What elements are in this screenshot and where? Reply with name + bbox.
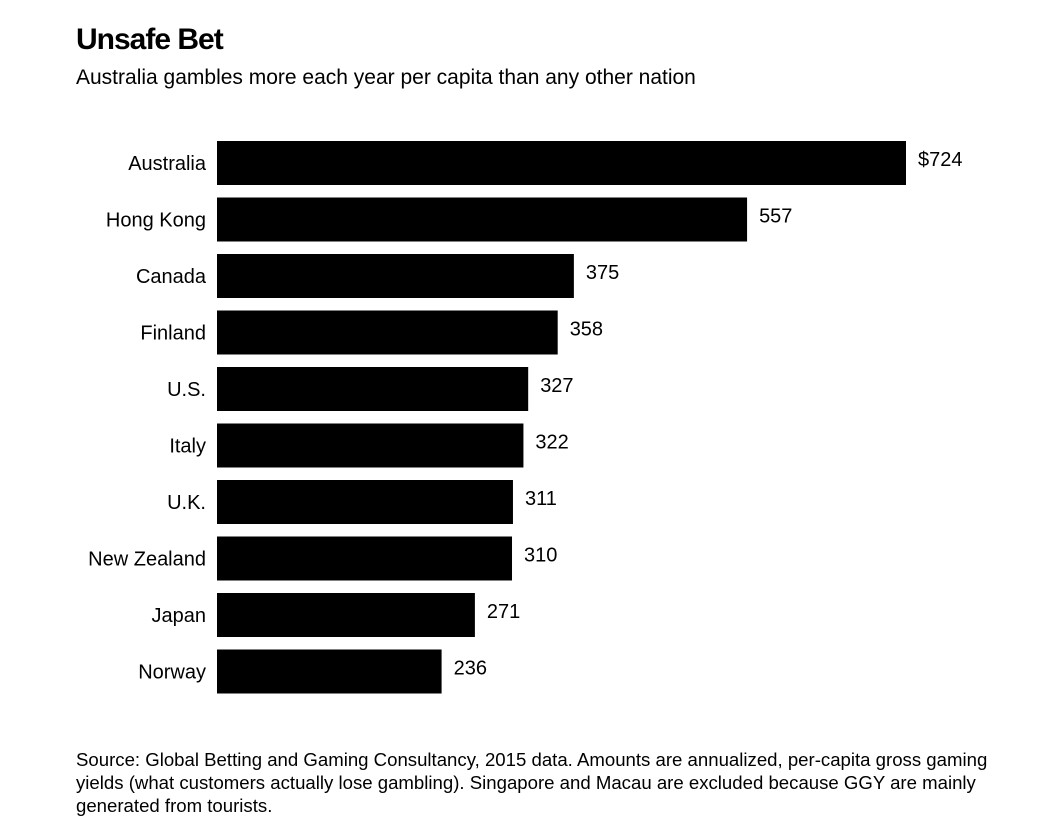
value-label: 311	[525, 488, 557, 510]
value-label: 322	[535, 432, 568, 454]
bar	[217, 593, 475, 637]
value-label: 327	[540, 375, 573, 397]
category-label: U.K.	[167, 492, 206, 514]
bar	[217, 197, 748, 242]
chart-subtitle: Australia gambles more each year per cap…	[76, 66, 696, 89]
chart-title: Unsafe Bet	[76, 23, 224, 56]
value-label: $724	[918, 149, 963, 171]
category-label: Hong Kong	[106, 210, 206, 232]
value-label: 375	[586, 262, 619, 284]
category-label: Norway	[138, 662, 206, 684]
category-label: Italy	[169, 436, 206, 458]
value-label: 310	[524, 545, 557, 567]
category-label: Canada	[136, 266, 207, 288]
bar	[217, 649, 442, 694]
value-label: 557	[759, 206, 792, 228]
category-label: Japan	[152, 605, 207, 627]
bar	[217, 310, 558, 355]
source-note: Source: Global Betting and Gaming Consul…	[76, 749, 988, 816]
bar	[217, 423, 524, 468]
value-label: 271	[487, 601, 520, 623]
value-label: 358	[570, 319, 603, 341]
category-label: Finland	[140, 323, 206, 345]
bar	[217, 480, 513, 524]
bar	[217, 141, 906, 185]
bar	[217, 536, 513, 581]
category-label: Australia	[128, 153, 207, 175]
category-label: New Zealand	[88, 549, 206, 571]
category-label: U.S.	[167, 379, 206, 401]
value-label: 236	[454, 658, 487, 680]
bar	[217, 367, 529, 411]
bar	[217, 254, 574, 298]
bar-chart: Australia $724 Hong Kong 557 Canada 375 Finlan…	[88, 141, 963, 694]
